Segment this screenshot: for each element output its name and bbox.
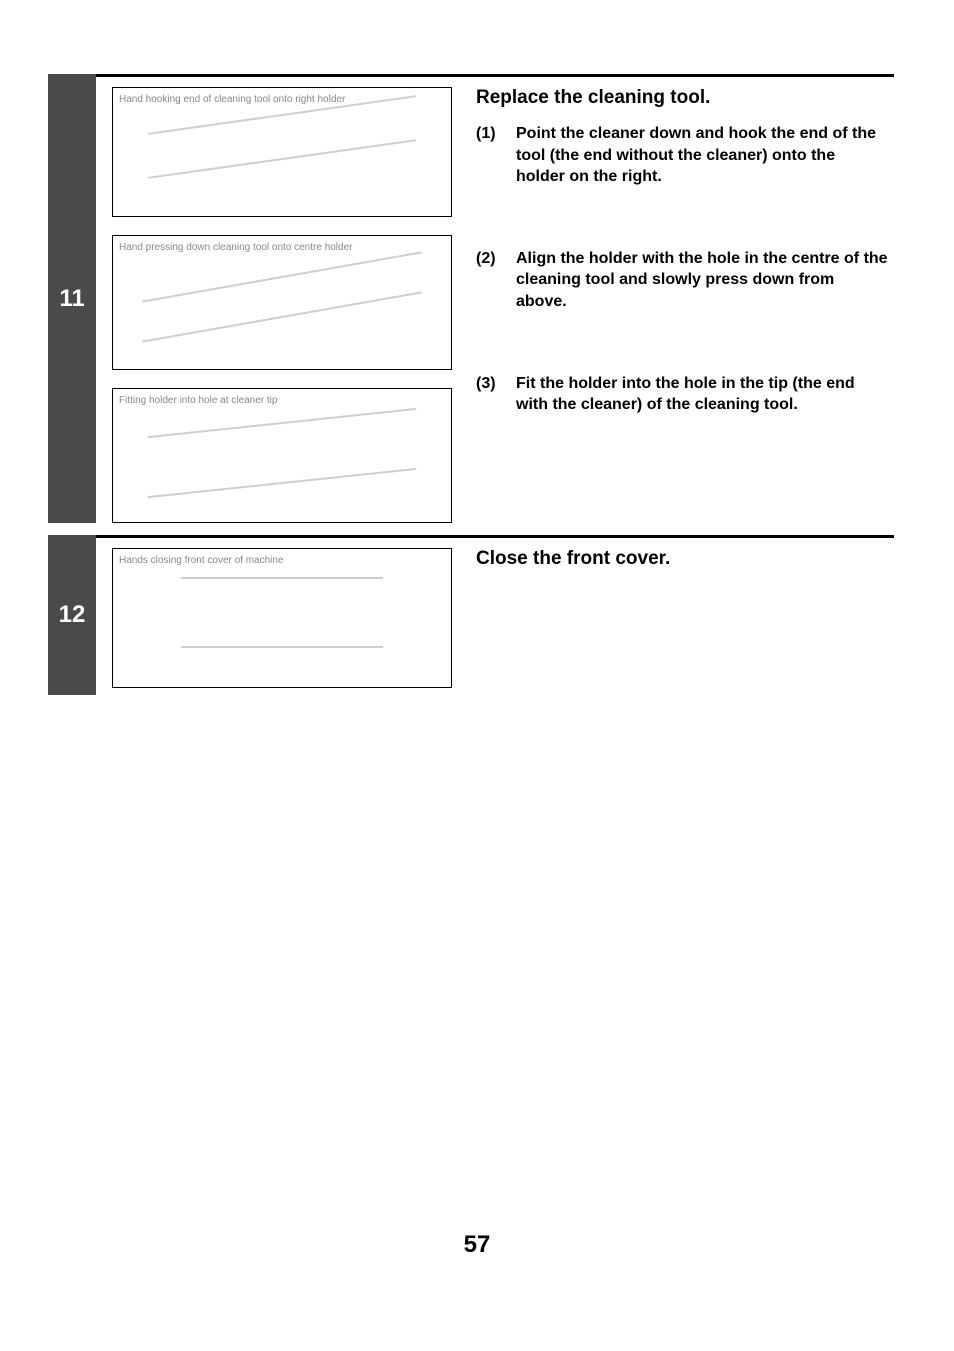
substep-text: Point the cleaner down and hook the end … xyxy=(516,123,888,188)
step-heading: Replace the cleaning tool. xyxy=(476,87,888,109)
step-number-badge: 12 xyxy=(48,535,96,695)
illustration-3: Fitting holder into hole at cleaner tip xyxy=(112,388,452,523)
substep-text: Align the holder with the hole in the ce… xyxy=(516,248,888,313)
substep-number: (1) xyxy=(476,123,506,188)
step-number: 11 xyxy=(59,285,84,313)
illustration-4: Hands closing front cover of machine xyxy=(112,548,452,688)
illustration-2: Hand pressing down cleaning tool onto ce… xyxy=(112,235,452,370)
step-text-column: Replace the cleaning tool. (1) Point the… xyxy=(476,87,894,523)
step-number-badge: 11 xyxy=(48,74,96,523)
illustration-1: Hand hooking end of cleaning tool onto r… xyxy=(112,87,452,217)
step-12-block: 12 Hands closing front cover of machine … xyxy=(48,535,894,695)
substep-number: (3) xyxy=(476,373,506,416)
substep-row: (1) Point the cleaner down and hook the … xyxy=(476,123,888,188)
step-number: 12 xyxy=(59,601,86,629)
illustration-alt: Hand hooking end of cleaning tool onto r… xyxy=(119,94,345,105)
step-gap xyxy=(48,523,894,535)
illustration-alt: Hands closing front cover of machine xyxy=(119,555,284,566)
substep-row: (3) Fit the holder into the hole in the … xyxy=(476,373,888,416)
step-11-block: 11 Hand hooking end of cleaning tool ont… xyxy=(48,74,894,523)
step-body: Hand hooking end of cleaning tool onto r… xyxy=(96,74,894,523)
manual-page: 11 Hand hooking end of cleaning tool ont… xyxy=(0,0,954,1351)
step-heading: Close the front cover. xyxy=(476,548,888,570)
substep-text: Fit the holder into the hole in the tip … xyxy=(516,373,888,416)
step-body: Hands closing front cover of machine Clo… xyxy=(96,535,894,695)
illustration-alt: Fitting holder into hole at cleaner tip xyxy=(119,395,277,406)
step-images-column: Hands closing front cover of machine xyxy=(112,548,452,695)
step-text-column: Close the front cover. xyxy=(476,548,894,695)
substep-row: (2) Align the holder with the hole in th… xyxy=(476,248,888,313)
page-number: 57 xyxy=(0,1231,954,1259)
substep-number: (2) xyxy=(476,248,506,313)
step-images-column: Hand hooking end of cleaning tool onto r… xyxy=(112,87,452,523)
illustration-alt: Hand pressing down cleaning tool onto ce… xyxy=(119,242,353,253)
